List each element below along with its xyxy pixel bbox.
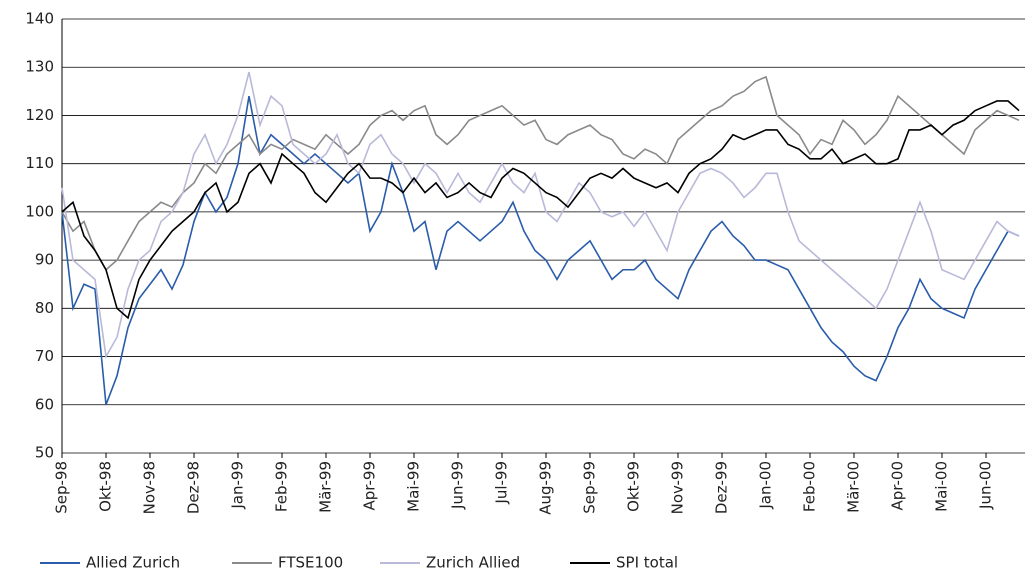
legend-label: Allied Zurich — [86, 554, 180, 572]
y-tick-label: 90 — [35, 251, 54, 269]
x-tick-label: Mär-99 — [317, 461, 335, 513]
series-line — [61, 100, 1020, 320]
x-tick-label: Jan-00 — [757, 461, 775, 510]
y-tick-label: 60 — [35, 395, 54, 413]
y-tick-label: 120 — [25, 106, 54, 124]
x-tick-label: Sep-99 — [581, 461, 599, 514]
x-tick-label: Sep-98 — [53, 461, 71, 514]
x-tick-label: Apr-00 — [889, 461, 907, 511]
series-line — [61, 96, 1020, 406]
x-tick-label: Mai-00 — [933, 461, 951, 512]
y-tick-label: 130 — [25, 58, 54, 76]
x-tick-label: Mai-99 — [405, 461, 423, 512]
y-tick-label: 50 — [35, 444, 54, 462]
x-tick-label: Feb-00 — [801, 461, 819, 512]
y-tick-label: 100 — [25, 202, 54, 220]
y-tick-label: 140 — [25, 10, 54, 28]
x-tick-label: Jun-00 — [977, 461, 995, 510]
x-tick-label: Dez-99 — [713, 461, 731, 514]
x-tick-label: Apr-99 — [361, 461, 379, 511]
x-tick-label: Nov-99 — [669, 461, 687, 514]
x-tick-label: Mär-00 — [845, 461, 863, 513]
y-tick-label: 80 — [35, 299, 54, 317]
x-tick-label: Jun-99 — [449, 461, 467, 510]
y-tick-label: 110 — [25, 154, 54, 172]
x-tick-label: Okt-98 — [97, 461, 115, 512]
legend-label: SPI total — [616, 554, 678, 572]
series-line — [61, 75, 1020, 272]
x-tick-label: Nov-98 — [141, 461, 159, 514]
series-line — [61, 71, 1020, 359]
x-tick-label: Feb-99 — [273, 461, 291, 512]
x-tick-label: Dez-98 — [185, 461, 203, 514]
x-tick-label: Jan-99 — [229, 461, 247, 510]
legend-label: FTSE100 — [278, 554, 343, 572]
x-tick-label: Jul-99 — [493, 461, 511, 505]
x-tick-label: Aug-99 — [537, 461, 555, 515]
x-tick-label: Okt-99 — [625, 461, 643, 512]
y-tick-label: 70 — [35, 347, 54, 365]
legend-label: Zurich Allied — [426, 554, 520, 572]
